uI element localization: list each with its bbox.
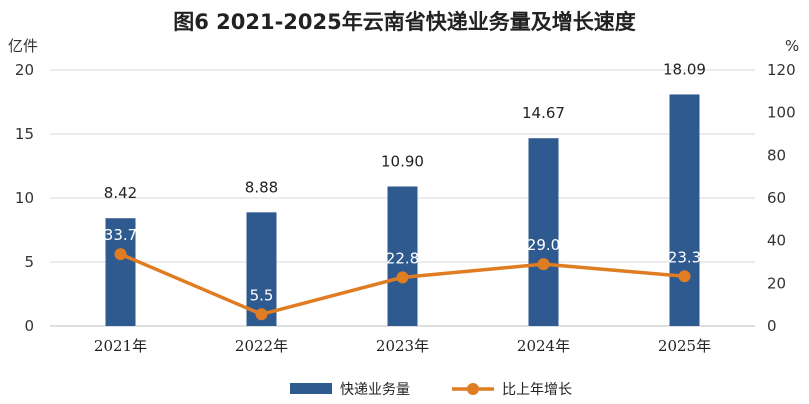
line-point <box>396 271 409 284</box>
legend-line-label: 比上年增长 <box>502 382 572 398</box>
line-value-label: 29.0 <box>527 236 560 254</box>
bar <box>105 218 136 326</box>
left-tick-label: 10 <box>15 189 34 207</box>
left-tick-label: 0 <box>24 317 34 335</box>
line-value-label: 33.7 <box>104 226 137 244</box>
axes: 0 5 10 15 20 0 20 40 60 80 100 120 亿件 % 2021年 2022年 2023… <box>8 37 799 355</box>
bar <box>246 212 277 326</box>
right-tick-label: 0 <box>767 317 777 335</box>
bar <box>669 94 700 326</box>
right-tick-label: 40 <box>767 232 786 250</box>
legend-bar-label: 快递业务量 <box>340 382 410 398</box>
bar-series: 8.42 8.88 10.90 14.67 18.09 <box>104 60 706 326</box>
right-tick-label: 60 <box>767 189 786 207</box>
line-point <box>537 258 550 271</box>
bar <box>528 138 559 326</box>
x-tick-label: 2021年 <box>94 337 147 355</box>
bar-value-label: 18.09 <box>663 60 706 78</box>
legend-line-marker <box>467 383 479 395</box>
line-value-label: 23.3 <box>668 248 701 266</box>
chart-title: 图6 2021-2025年云南省快递业务量及增长速度 <box>173 10 636 34</box>
x-tick-label: 2025年 <box>658 337 711 355</box>
x-tick-label: 2023年 <box>376 337 429 355</box>
right-axis-unit: % <box>785 37 799 55</box>
line-value-label: 5.5 <box>250 286 274 304</box>
x-tick-label: 2024年 <box>517 337 570 355</box>
right-tick-label: 80 <box>767 146 786 164</box>
line-point <box>678 270 691 283</box>
left-tick-label: 15 <box>15 125 34 143</box>
bar <box>387 186 418 326</box>
right-tick-label: 20 <box>767 274 786 292</box>
left-tick-label: 20 <box>15 61 34 79</box>
right-tick-label: 120 <box>767 61 796 79</box>
bar-value-label: 14.67 <box>522 104 565 122</box>
legend: 快递业务量 比上年增长 <box>290 382 572 398</box>
legend-bar-swatch <box>290 383 332 394</box>
line-point <box>114 248 127 261</box>
bar-value-label: 10.90 <box>381 152 424 170</box>
left-axis-unit: 亿件 <box>8 37 38 55</box>
line-value-label: 22.8 <box>386 249 419 267</box>
line-series: 33.7 5.5 22.8 29.0 23.3 <box>104 226 701 321</box>
right-tick-label: 100 <box>767 104 796 122</box>
bar-value-label: 8.42 <box>104 184 137 202</box>
x-tick-label: 2022年 <box>235 337 288 355</box>
line-point <box>255 308 268 321</box>
bar-value-label: 8.88 <box>245 178 278 196</box>
left-tick-label: 5 <box>24 253 34 271</box>
